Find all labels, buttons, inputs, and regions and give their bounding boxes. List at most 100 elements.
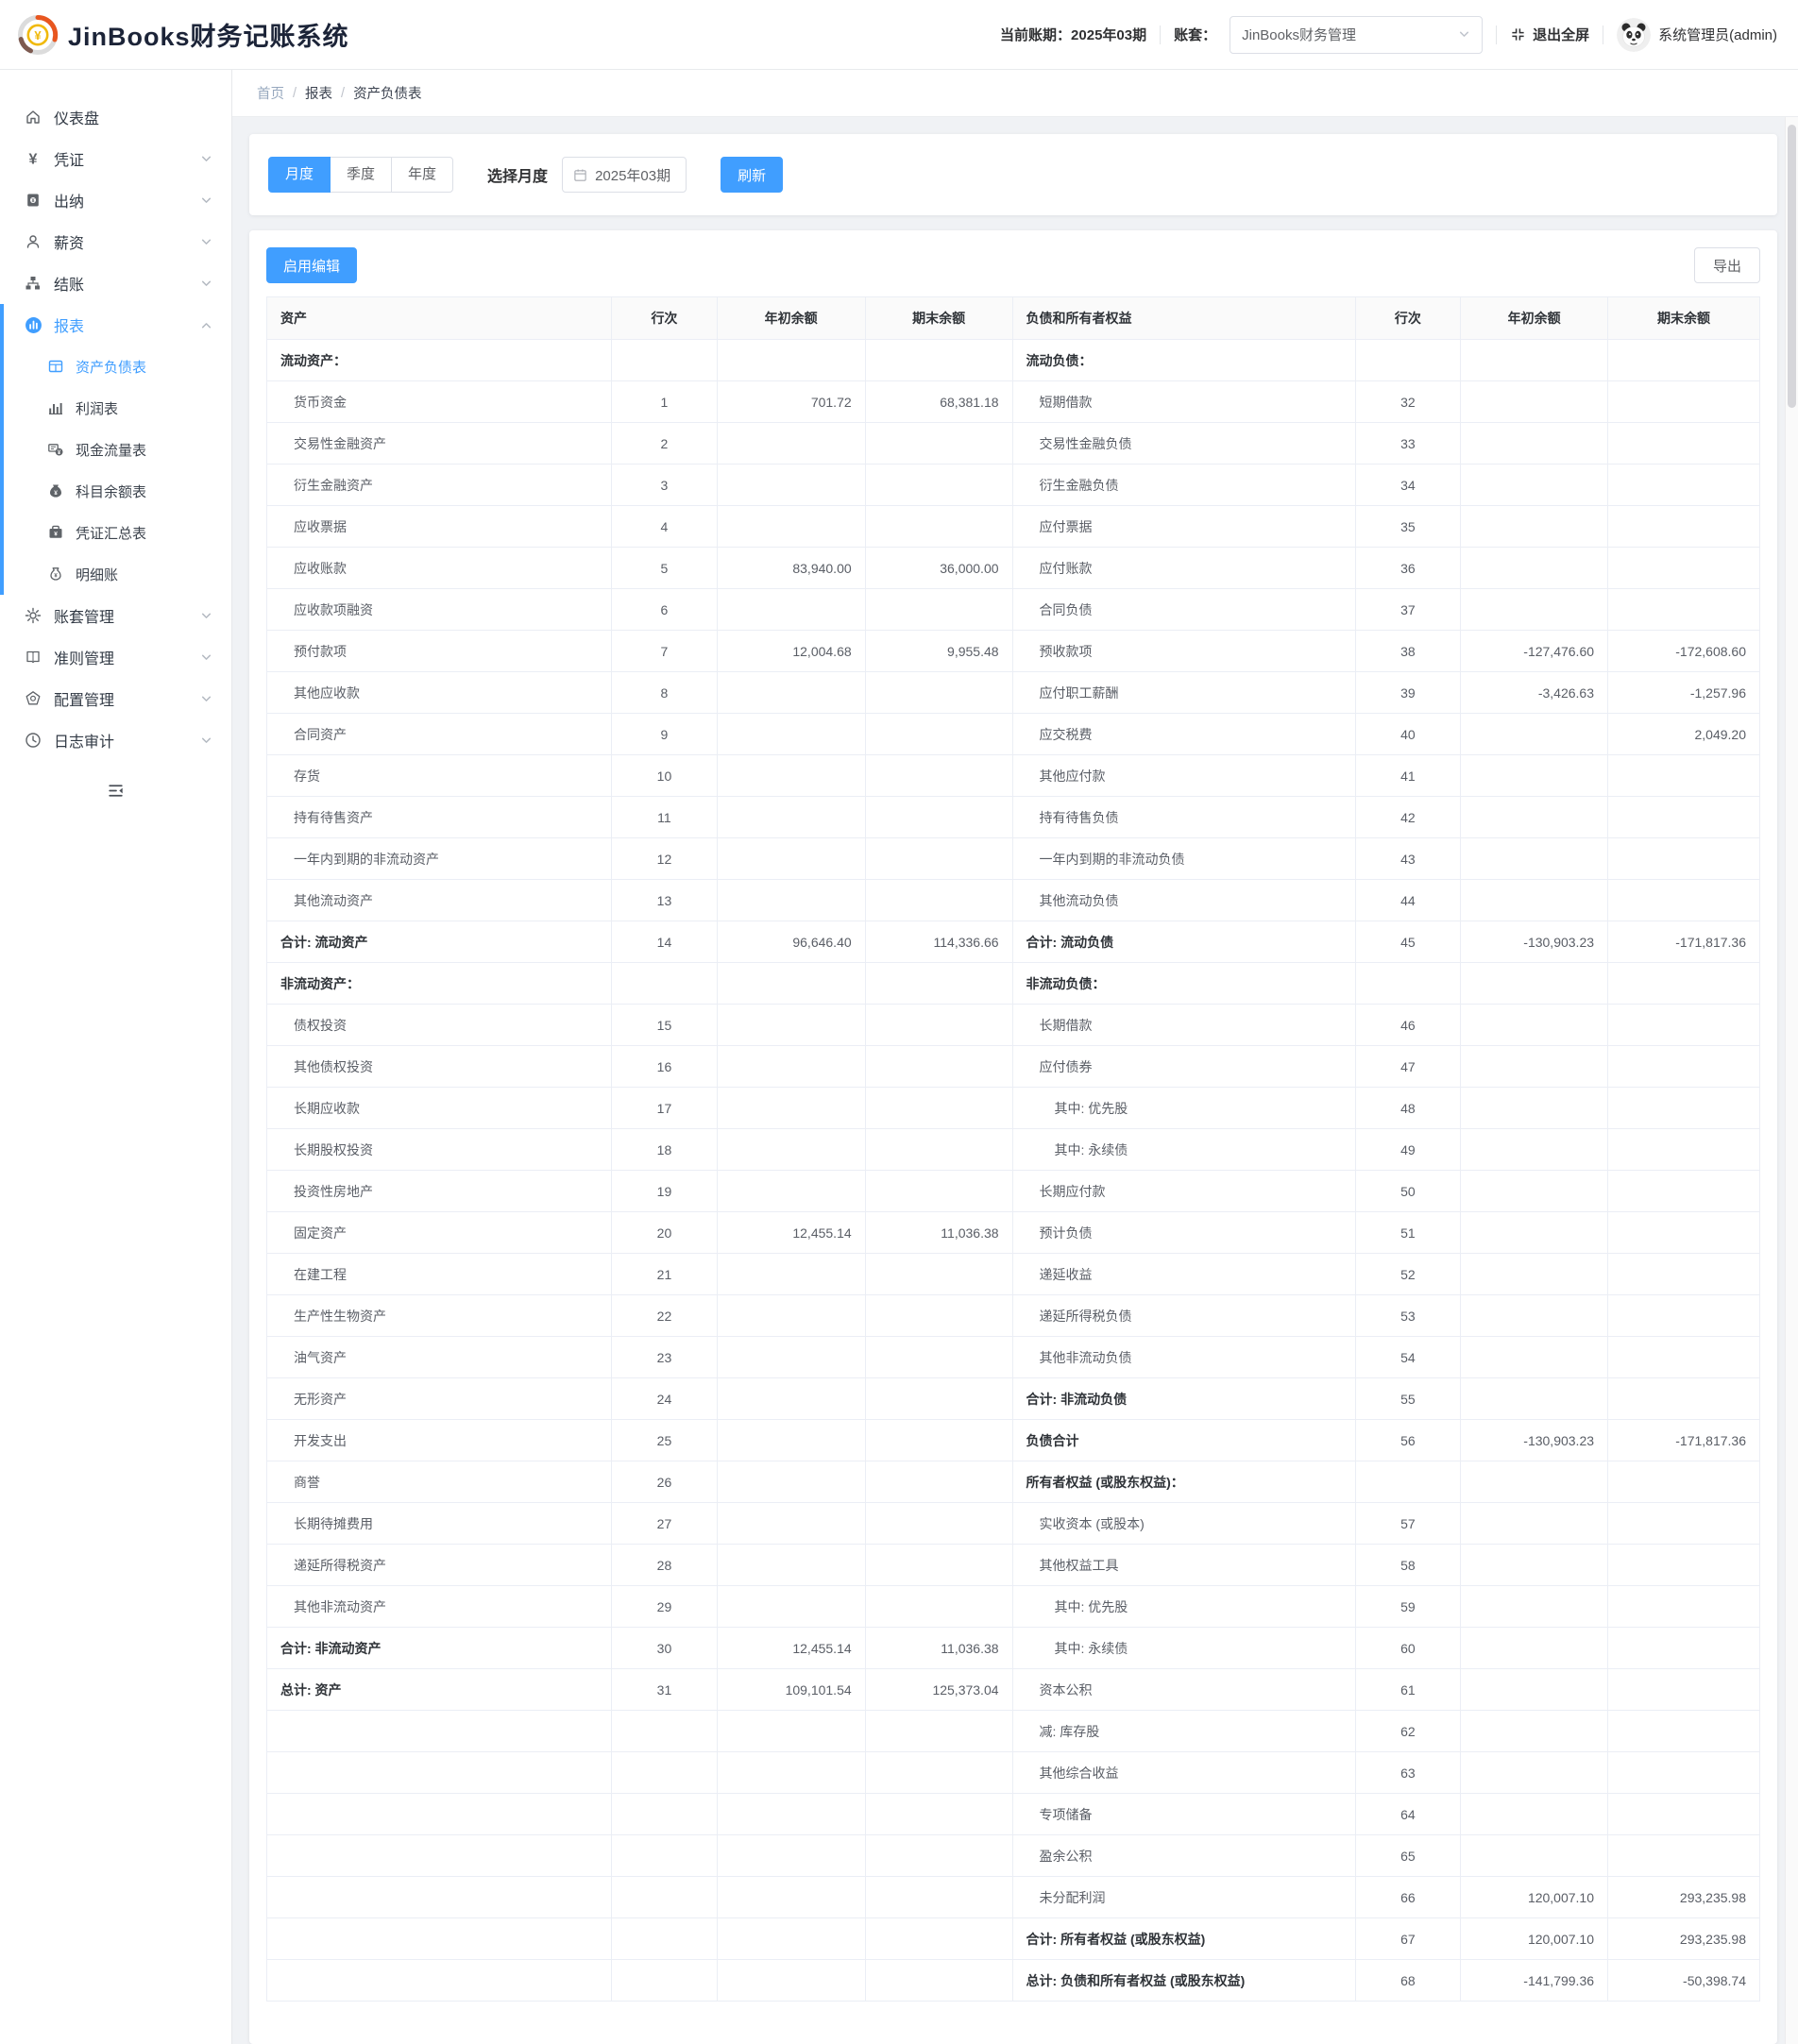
sidebar-item-payroll[interactable]: 薪资: [0, 221, 231, 262]
cell-end-balance: [864, 1128, 1013, 1171]
cell-line-no: 26: [611, 1461, 718, 1503]
cell-label: 持有待售资产: [265, 796, 613, 838]
cell-line-no: 68: [1354, 1959, 1462, 2002]
col-assets: 资产: [265, 296, 613, 340]
sidebar-subitem-balance-sheet[interactable]: 资产负债表: [0, 346, 231, 387]
cell-begin-balance: [716, 339, 866, 381]
account-set-select[interactable]: JinBooks财务管理: [1230, 15, 1484, 54]
sidebar-item-standards-mgmt[interactable]: 准则管理: [0, 636, 231, 678]
cell-line-no: [1354, 339, 1462, 381]
cell-begin-balance: -130,903.23: [1460, 1419, 1609, 1461]
chevron-down-icon: [200, 610, 212, 622]
cell-line-no: 57: [1354, 1502, 1462, 1545]
cell-end-balance: [864, 1793, 1013, 1835]
account-set-value: JinBooks财务管理: [1242, 27, 1356, 43]
cell-label: 非流动资产：: [265, 962, 613, 1005]
tab-monthly[interactable]: 月度: [268, 157, 331, 193]
cell-label: 合计: 所有者权益 (或股东权益): [1011, 1917, 1356, 1960]
enable-edit-button[interactable]: 启用编辑: [266, 247, 358, 283]
filter-card: 月度 季度 年度 选择月度 2025年03期 刷新: [249, 134, 1777, 215]
cell-label: 合计: 非流动资产: [265, 1627, 613, 1669]
cell-end-balance: [864, 1253, 1013, 1295]
cell-begin-balance: [1460, 1128, 1609, 1171]
cell-line-no: 53: [1354, 1294, 1462, 1337]
table-toolbar: 启用编辑 导出: [266, 247, 1760, 283]
table-row: 投资性房地产 19 长期应付款 50: [265, 1170, 1760, 1212]
cell-begin-balance: [716, 1004, 866, 1046]
export-button[interactable]: 导出: [1693, 247, 1760, 283]
select-month-label: 选择月度: [487, 169, 549, 185]
cell-line-no: 40: [1354, 713, 1462, 755]
cell-label: 其他应付款: [1011, 754, 1356, 797]
sidebar-item-reports[interactable]: 报表: [0, 304, 231, 346]
refresh-button[interactable]: 刷新: [721, 157, 784, 193]
cell-line-no: 31: [611, 1668, 718, 1711]
cell-label: 合计: 非流动负债: [1011, 1377, 1356, 1420]
sidebar-subitem-cash-flow[interactable]: ¥ 现金流量表: [0, 429, 231, 470]
cell-end-balance: [864, 671, 1013, 714]
sidebar-subitem-income-statement[interactable]: 利润表: [0, 387, 231, 429]
cell-label: 长期借款: [1011, 1004, 1356, 1046]
menu-group-dashboard: 仪表盘: [0, 96, 231, 138]
page-scrollbar[interactable]: [1785, 117, 1798, 2044]
cell-end-balance: [1607, 1004, 1760, 1046]
cell-begin-balance: [716, 1917, 866, 1960]
sidebar-subitem-ledger[interactable]: ¥ 明细账: [0, 553, 231, 595]
cell-line-no: 5: [611, 547, 718, 589]
cell-begin-balance: [716, 1377, 866, 1420]
cell-label: 长期待摊费用: [265, 1502, 613, 1545]
cell-begin-balance: [1460, 879, 1609, 921]
cell-line-no: 30: [611, 1627, 718, 1669]
cell-label: 生产性生物资产: [265, 1294, 613, 1337]
table-row: 交易性金融资产 2 交易性金融负债 33: [265, 422, 1760, 465]
cell-end-balance: [864, 1876, 1013, 1918]
cell-line-no: 51: [1354, 1211, 1462, 1254]
sidebar-item-audit-log[interactable]: 日志审计: [0, 719, 231, 761]
home-icon: [25, 109, 42, 127]
cell-line-no: [611, 1751, 718, 1794]
exit-fullscreen-button[interactable]: 退出全屏: [1510, 25, 1589, 44]
cell-label: 应付票据: [1011, 505, 1356, 548]
breadcrumb-home[interactable]: 首页: [257, 87, 284, 102]
sidebar-item-closing[interactable]: 结账: [0, 262, 231, 304]
cell-label: [265, 1834, 613, 1877]
period-picker[interactable]: 2025年03期: [562, 157, 687, 193]
cell-begin-balance: [716, 1461, 866, 1503]
cell-end-balance: [1607, 1585, 1760, 1628]
cell-label: 其中: 永续债: [1011, 1627, 1356, 1669]
sidebar-item-dashboard[interactable]: 仪表盘: [0, 96, 231, 138]
user-menu[interactable]: 系统管理员(admin): [1617, 17, 1777, 52]
cell-begin-balance: 83,940.00: [716, 547, 866, 589]
tab-yearly[interactable]: 年度: [391, 157, 454, 193]
cell-line-no: 15: [611, 1004, 718, 1046]
cell-begin-balance: 12,004.68: [716, 630, 866, 672]
cell-end-balance: [1607, 754, 1760, 797]
cell-line-no: 65: [1354, 1834, 1462, 1877]
cell-begin-balance: [716, 1419, 866, 1461]
sidebar-subitem-trial-balance[interactable]: ¥ 科目余额表: [0, 470, 231, 512]
cell-end-balance: [864, 1170, 1013, 1212]
sidebar-item-account-mgmt[interactable]: 账套管理: [0, 595, 231, 636]
cell-begin-balance: [1460, 1627, 1609, 1669]
chevron-down-icon: [200, 194, 212, 207]
sidebar-item-config-mgmt[interactable]: 配置管理: [0, 678, 231, 719]
sidebar-subitem-voucher-summary[interactable]: ¥ 凭证汇总表: [0, 512, 231, 553]
col-end-balance: 期末余额: [1607, 296, 1760, 340]
cell-end-balance: [864, 422, 1013, 465]
page-body: 月度 季度 年度 选择月度 2025年03期 刷新 启用编辑 导出: [232, 117, 1798, 2044]
col-line-no: 行次: [1354, 296, 1462, 340]
cell-end-balance: [1607, 1253, 1760, 1295]
sidebar-item-cashier[interactable]: ¥ 出纳: [0, 179, 231, 221]
sidebar-item-voucher[interactable]: ¥ 凭证: [0, 138, 231, 179]
cell-line-no: 54: [1354, 1336, 1462, 1378]
cell-label: 其他非流动资产: [265, 1585, 613, 1628]
table-row: 预付款项 7 12,004.68 9,955.48 预收款项 38 -127,476.60-…: [265, 630, 1760, 672]
cell-label: 衍生金融负债: [1011, 464, 1356, 506]
sidebar-item-label: 结账: [54, 278, 85, 294]
collapse-sidebar-button[interactable]: [0, 782, 231, 804]
cell-line-no: 55: [1354, 1377, 1462, 1420]
calendar-icon: [573, 168, 587, 182]
scrollbar-thumb[interactable]: [1788, 125, 1796, 408]
cell-label: 应收款项融资: [265, 588, 613, 631]
tab-quarterly[interactable]: 季度: [330, 157, 393, 193]
